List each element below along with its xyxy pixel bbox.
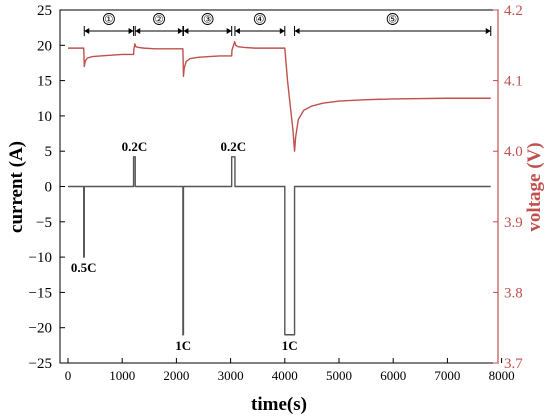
voltage-series-line xyxy=(68,41,491,152)
left-tick-label: 0 xyxy=(45,180,53,196)
left-axis-ticks: −25 −20 −15 −10 −5 0 5 10 15 20 25 xyxy=(29,3,65,372)
c-rate-annotation: 0.2C xyxy=(220,139,246,154)
phase-label-circle xyxy=(153,13,166,25)
x-tick-label: 8000 xyxy=(489,368,515,383)
right-tick-label: 4.0 xyxy=(504,144,523,160)
annotations: 0.5C 0.2C 1C 0.2C 1C xyxy=(71,139,298,353)
left-tick-label: −20 xyxy=(29,321,52,337)
phase-label-circle xyxy=(386,13,399,25)
left-tick-label: 5 xyxy=(45,144,53,160)
left-tick-label: −10 xyxy=(29,250,52,266)
phase-arrow-head xyxy=(294,28,300,34)
left-tick-label: 25 xyxy=(37,3,52,19)
phase-label-circle xyxy=(201,13,214,25)
c-rate-annotation: 0.5C xyxy=(71,260,97,275)
phase-arrow-head xyxy=(177,28,183,34)
phase-arrow-head xyxy=(234,28,240,34)
x-tick-label: 7000 xyxy=(434,368,460,383)
current-series-line xyxy=(68,156,491,336)
series-lines xyxy=(68,41,491,336)
phase-arrow-head xyxy=(226,28,232,34)
x-tick-label: 4000 xyxy=(272,368,298,383)
x-tick-label: 5000 xyxy=(326,368,352,383)
y-axis-label-left: current (A) xyxy=(6,141,27,233)
phase-label: ④ xyxy=(255,14,264,25)
x-tick-label: 3000 xyxy=(218,368,244,383)
x-tick-label: 0 xyxy=(65,368,72,383)
x-tick-label: 2000 xyxy=(163,368,189,383)
phase-label-circle xyxy=(102,13,115,25)
phase-arrow-head xyxy=(183,28,189,34)
phase-label: ③ xyxy=(203,14,212,25)
left-tick-label: 10 xyxy=(37,109,52,125)
c-rate-annotation: 1C xyxy=(175,338,191,353)
x-axis-label: time(s) xyxy=(251,394,307,415)
phase-arrow-head xyxy=(485,28,491,34)
x-tick-label: 6000 xyxy=(380,368,406,383)
phase-arrow-head xyxy=(135,28,141,34)
x-tick-label: 1000 xyxy=(109,368,135,383)
phase-markers: ① ② ③ ④ ⑤ xyxy=(83,13,492,36)
phase-arrow-head xyxy=(84,28,90,34)
right-tick-label: 4.1 xyxy=(504,74,523,90)
phase-label: ⑤ xyxy=(388,14,397,25)
c-rate-annotation: 0.2C xyxy=(122,139,148,154)
y-axis-label-right: voltage (V) xyxy=(524,142,545,231)
right-tick-label: 3.9 xyxy=(504,215,523,231)
right-tick-label: 3.7 xyxy=(504,356,523,372)
left-tick-label: 15 xyxy=(37,74,52,90)
right-axis-ticks: 3.7 3.8 3.9 4.0 4.1 4.2 xyxy=(493,3,523,372)
right-tick-label: 3.8 xyxy=(504,285,523,301)
phase-arrow-head xyxy=(128,28,134,34)
left-tick-label: −5 xyxy=(36,215,52,231)
phase-arrow-head xyxy=(279,28,285,34)
x-axis-ticks: 0 1000 2000 3000 4000 5000 6000 7000 8000 xyxy=(65,358,515,383)
right-tick-label: 4.2 xyxy=(504,3,523,19)
left-tick-label: −15 xyxy=(29,285,52,301)
phase-label: ② xyxy=(155,14,164,25)
left-tick-label: −25 xyxy=(29,356,52,372)
phase-label: ① xyxy=(104,14,113,25)
phase-label-circle xyxy=(253,13,266,25)
c-rate-annotation: 1C xyxy=(282,338,298,353)
left-tick-label: 20 xyxy=(37,38,52,54)
